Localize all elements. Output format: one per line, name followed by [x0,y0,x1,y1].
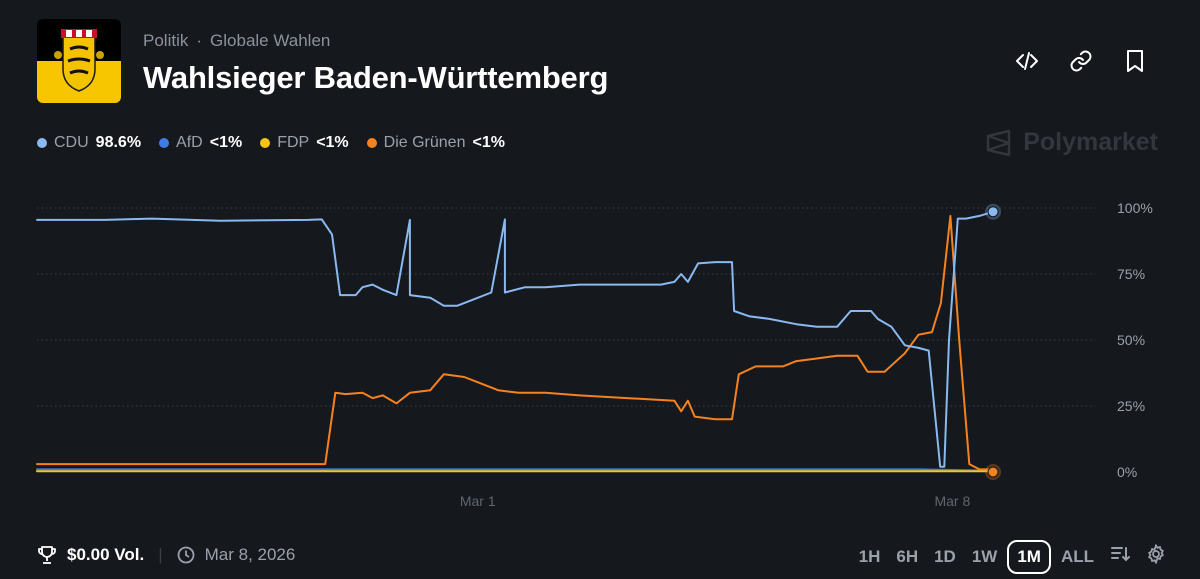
copy-link-button[interactable] [1068,48,1094,74]
end-date: Mar 8, 2026 [204,545,296,564]
baden-wuerttemberg-flag-icon [37,19,121,103]
legend-label: AfD [176,134,203,151]
header-actions [1014,48,1148,74]
breadcrumb-subcategory[interactable]: Globale Wahlen [210,31,331,50]
gear-icon [1147,543,1165,565]
end-marker-die-gr-nen [987,466,999,478]
legend-value: <1% [209,134,243,151]
legend-item-cdu: CDU 98.6% [37,134,141,152]
legend-label: Die Grünen [383,134,466,151]
sort-button[interactable] [1104,539,1136,574]
range-1w-button[interactable]: 1W [971,546,998,566]
clock-icon [177,546,195,564]
page-title: Wahlsieger Baden-Württemberg [143,60,609,95]
y-tick-label: 75% [1117,266,1145,282]
market-logo [37,19,121,103]
legend-item-afd: AfD <1% [159,134,242,152]
chart-legend: CDU 98.6% AfD <1% FDP <1% Die Grünen <1% [37,134,505,152]
end-marker-cdu [987,206,999,218]
legend-dot-afd [159,138,170,148]
y-tick-label: 0% [1117,464,1137,480]
legend-value: 98.6% [95,134,142,151]
x-tick-label: Mar 8 [934,493,970,509]
legend-dot-gruene [366,138,377,148]
range-1m-button[interactable]: 1M [1007,539,1051,574]
breadcrumb: Politik · Globale Wahlen [143,31,330,51]
embed-button[interactable] [1014,48,1040,74]
link-icon [1070,50,1092,72]
range-1d-button[interactable]: 1D [934,546,956,566]
legend-label: CDU [54,134,89,151]
y-tick-label: 25% [1117,398,1145,414]
legend-dot-fdp [260,138,271,148]
legend-dot-cdu [37,138,47,148]
time-range-selector: 1H 6H 1D 1W 1M ALL [853,538,1172,575]
series-line-cdu [36,210,995,468]
y-tick-label: 50% [1117,332,1145,348]
brand-name: Polymarket [1023,128,1158,156]
sort-icon [1111,547,1130,562]
range-1h-button[interactable]: 1H [858,546,881,566]
polymarket-watermark: Polymarket [985,128,1158,157]
breadcrumb-category[interactable]: Politik [143,31,189,50]
legend-value: <1% [472,134,505,151]
legend-item-gruene: Die Grünen <1% [366,134,505,152]
breadcrumb-separator: · [196,31,203,50]
market-stats: $0.00 Vol. | Mar 8, 2026 [37,545,295,565]
code-icon [1016,52,1038,70]
price-chart[interactable]: 100% 75% 50% 25% 0% Mar 1 Mar 8 [0,180,1200,520]
volume-value: $0.00 Vol. [67,545,145,564]
legend-value: <1% [316,134,349,151]
y-tick-label: 100% [1117,200,1153,216]
bookmark-icon [1127,50,1143,72]
range-all-button[interactable]: ALL [1060,546,1094,566]
series-line-die-gr-nen [36,214,995,471]
footer-divider: | [158,545,163,564]
bookmark-button[interactable] [1122,48,1148,74]
trophy-icon [38,546,56,564]
settings-button[interactable] [1140,538,1172,575]
range-6h-button[interactable]: 6H [896,546,919,566]
x-tick-label: Mar 1 [460,493,496,509]
legend-item-fdp: FDP <1% [260,134,349,152]
polymarket-logo-icon [986,129,1011,156]
legend-label: FDP [277,134,310,151]
series-line-afd [36,468,995,472]
